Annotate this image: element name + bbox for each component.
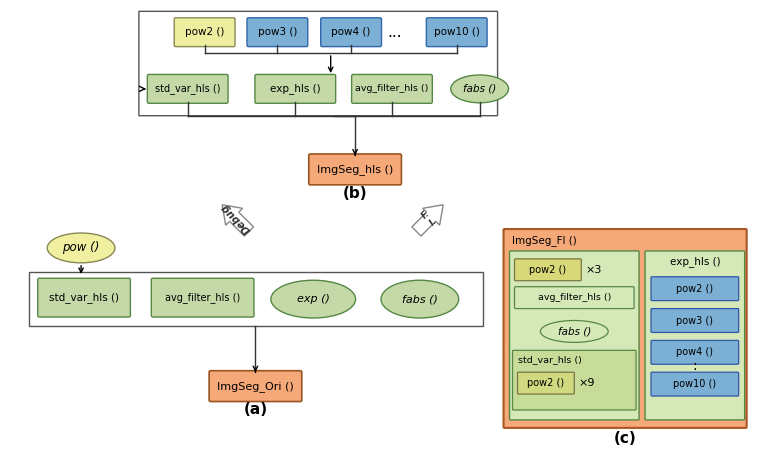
- Text: exp_hls (): exp_hls (): [670, 256, 720, 267]
- Text: (c): (c): [614, 431, 636, 447]
- Text: pow4 (): pow4 (): [676, 347, 714, 357]
- FancyBboxPatch shape: [651, 372, 739, 396]
- FancyBboxPatch shape: [247, 18, 308, 47]
- Text: ×3: ×3: [585, 265, 602, 275]
- Text: ImgSeg_hls (): ImgSeg_hls (): [317, 164, 393, 175]
- FancyBboxPatch shape: [651, 341, 739, 364]
- Text: pow3 (): pow3 (): [676, 315, 714, 325]
- Text: avg_filter_hls (): avg_filter_hls (): [355, 84, 429, 93]
- FancyBboxPatch shape: [209, 371, 302, 402]
- FancyBboxPatch shape: [645, 251, 745, 420]
- FancyBboxPatch shape: [352, 74, 432, 103]
- FancyBboxPatch shape: [515, 287, 634, 308]
- Text: pow2 (): pow2 (): [529, 265, 566, 275]
- Text: fabs (): fabs (): [402, 294, 438, 304]
- FancyBboxPatch shape: [651, 277, 739, 301]
- Text: std_var_hls (): std_var_hls (): [155, 83, 220, 94]
- Text: Debug: Debug: [219, 201, 252, 235]
- Text: (a): (a): [243, 403, 268, 418]
- FancyBboxPatch shape: [518, 372, 575, 394]
- Ellipse shape: [47, 233, 115, 263]
- Text: ...: ...: [388, 25, 402, 40]
- FancyBboxPatch shape: [151, 278, 254, 317]
- Text: ImgSeg_FI (): ImgSeg_FI (): [511, 236, 576, 246]
- Ellipse shape: [271, 280, 356, 318]
- Bar: [30, 272, 483, 326]
- FancyBboxPatch shape: [38, 278, 131, 317]
- Text: pow4 (): pow4 (): [331, 27, 371, 37]
- FancyBboxPatch shape: [426, 18, 487, 47]
- Polygon shape: [222, 205, 254, 236]
- Ellipse shape: [540, 321, 608, 342]
- Text: F.
I.: F. I.: [420, 209, 439, 228]
- Text: avg_filter_hls (): avg_filter_hls (): [165, 292, 240, 303]
- Text: exp_hls (): exp_hls (): [270, 83, 321, 94]
- Text: std_var_hls (): std_var_hls (): [518, 355, 582, 364]
- Text: pow10 (): pow10 (): [434, 27, 480, 37]
- FancyBboxPatch shape: [515, 259, 581, 281]
- FancyBboxPatch shape: [651, 308, 739, 333]
- Text: avg_filter_hls (): avg_filter_hls (): [537, 293, 611, 302]
- FancyBboxPatch shape: [509, 251, 639, 420]
- Text: pow10 (): pow10 (): [673, 379, 717, 389]
- Text: :: :: [692, 359, 697, 373]
- Text: ×9: ×9: [578, 378, 595, 388]
- Text: ImgSeg_Ori (): ImgSeg_Ori (): [217, 381, 294, 392]
- FancyBboxPatch shape: [174, 18, 235, 47]
- Text: pow2 (): pow2 (): [676, 284, 714, 294]
- FancyBboxPatch shape: [255, 74, 336, 103]
- FancyBboxPatch shape: [512, 350, 636, 410]
- FancyBboxPatch shape: [309, 154, 401, 185]
- FancyBboxPatch shape: [504, 229, 746, 428]
- Ellipse shape: [381, 280, 459, 318]
- Text: pow2 (): pow2 (): [527, 378, 565, 388]
- Text: std_var_hls (): std_var_hls (): [49, 292, 119, 303]
- Text: (b): (b): [343, 186, 367, 201]
- Text: pow3 (): pow3 (): [258, 27, 297, 37]
- Text: pow2 (): pow2 (): [185, 27, 224, 37]
- FancyBboxPatch shape: [147, 74, 228, 103]
- Polygon shape: [412, 205, 443, 236]
- FancyBboxPatch shape: [321, 18, 382, 47]
- Text: fabs (): fabs (): [463, 84, 496, 94]
- Text: fabs (): fabs (): [558, 326, 591, 336]
- Text: exp (): exp (): [297, 294, 330, 304]
- Ellipse shape: [451, 75, 508, 103]
- Text: pow (): pow (): [62, 241, 100, 254]
